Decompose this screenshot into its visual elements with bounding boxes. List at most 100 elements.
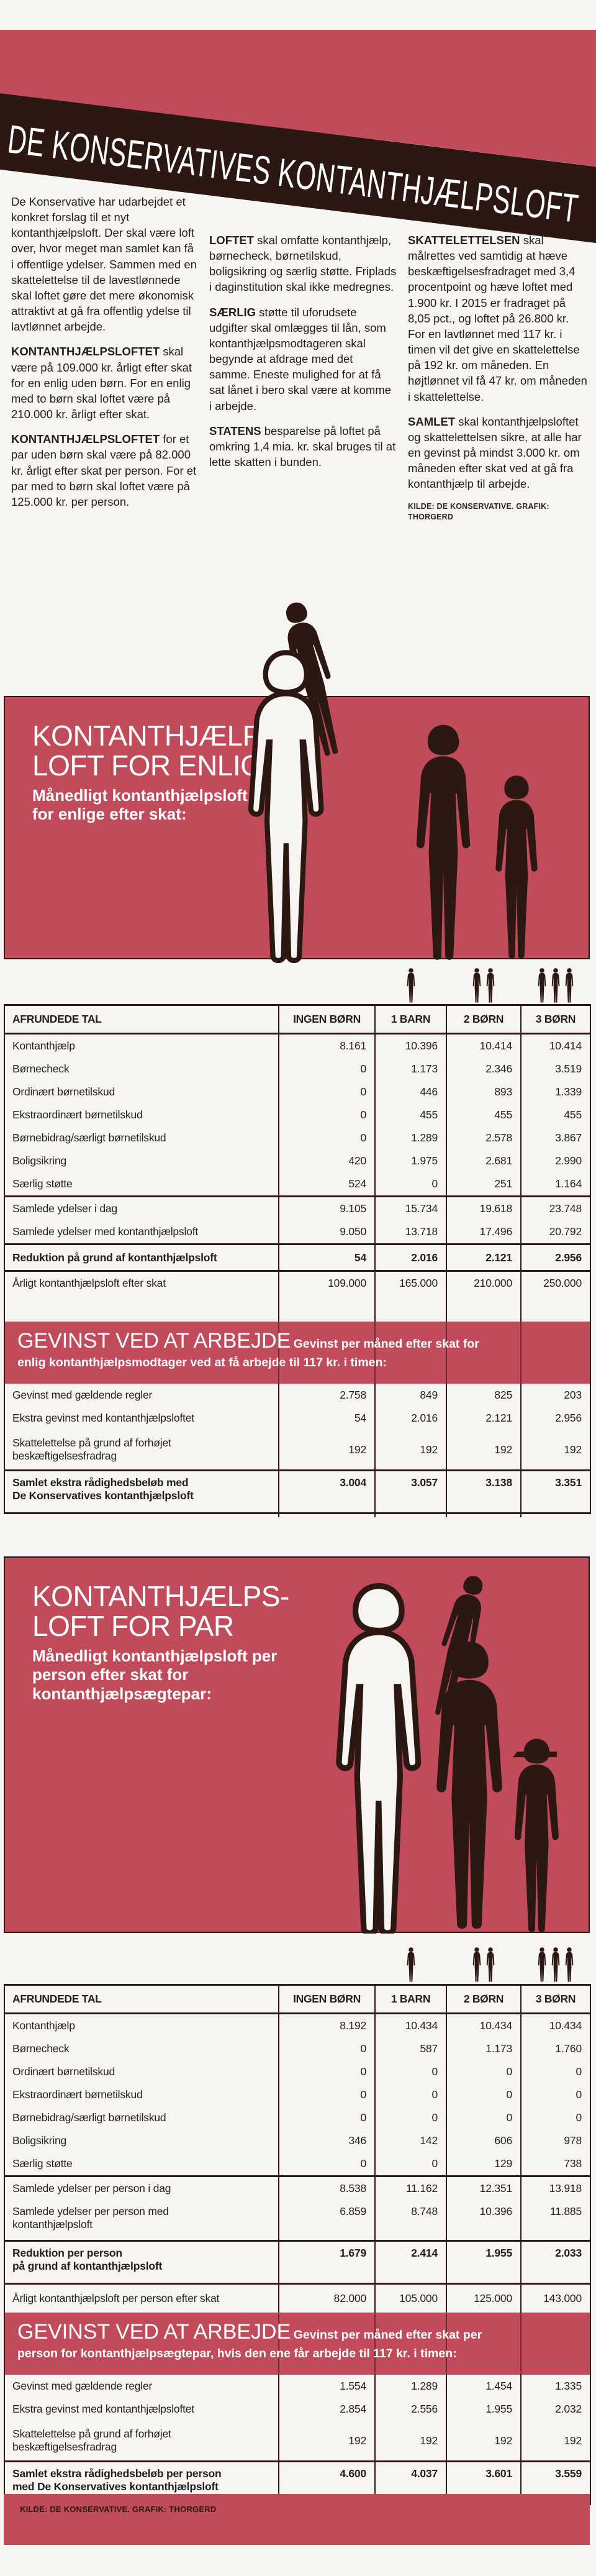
row-label: Gevinst med gældende regler: [12, 1389, 153, 1402]
gains-band-subtitle: Gevinst per måned efter skat per person …: [17, 2328, 482, 2360]
row-value: 3.867: [520, 1126, 590, 1149]
row-value: 2.016: [374, 1407, 446, 1430]
two-children-icon: [471, 968, 497, 1003]
row-value: 192: [446, 2421, 520, 2460]
row-value: 10.434: [446, 2014, 520, 2037]
table-row: Reduktion per person på grund af kontant…: [5, 2240, 590, 2288]
row-value: 105.000: [374, 2285, 446, 2313]
row-value: 82.000: [278, 2285, 374, 2313]
column-header: INGEN BØRN: [278, 1006, 374, 1033]
intro-column-3: SKATTELETTELSEN skal målrettes ved samti…: [408, 232, 589, 523]
row-value: 346: [278, 2129, 374, 2152]
row-value: 3.138: [446, 1471, 520, 1517]
row-value: 1.679: [278, 2242, 374, 2288]
row-value: 192: [374, 2421, 446, 2460]
row-label: Boligsikring: [12, 2134, 67, 2147]
row-label: Børnebidrag/særligt børnetilskud: [12, 1131, 166, 1144]
row-value: 192: [278, 2421, 374, 2460]
column-header: 2 BØRN: [446, 1006, 520, 1033]
children-count-icons: [4, 1946, 591, 1982]
row-value: 0: [520, 2106, 590, 2129]
gains-band-text: GEVINST VED AT ARBEJDE Gevinst per måned…: [17, 1328, 508, 1370]
table-row: Særlig støtte 0 0 129 738: [5, 2152, 590, 2175]
row-value: 1.173: [374, 1057, 446, 1080]
source-credit: KILDE: DE KONSERVATIVE. GRAFIK: THORGERD: [408, 501, 549, 521]
row-label: Årligt kontanthjælpsloft efter skat: [12, 1277, 166, 1289]
row-value: 8.748: [374, 2200, 446, 2245]
row-label: Ekstra gevinst med kontanthjælpsloftet: [12, 1412, 194, 1425]
row-label: Boligsikring: [12, 1154, 67, 1167]
row-value: 4.600: [278, 2462, 374, 2508]
row-value: 3.004: [278, 1471, 374, 1517]
column-header: 3 BØRN: [520, 1006, 590, 1033]
row-value: 143.000: [520, 2285, 590, 2313]
table-row: Gevinst med gældende regler 1.554 1.289 1.4…: [5, 2375, 590, 2398]
column-header: 1 BARN: [374, 1986, 446, 2012]
one-child-icon: [405, 1947, 417, 1982]
row-value: 2.854: [278, 2398, 374, 2421]
row-value: 2.016: [374, 1245, 446, 1270]
one-child-icon: [405, 968, 417, 1003]
row-value: 2.990: [520, 1149, 590, 1172]
table-row: Børnebidrag/særligt børnetilskud 0 0 0 0: [5, 2106, 590, 2129]
row-value: 8.538: [278, 2177, 374, 2200]
row-value: 10.396: [374, 1035, 446, 1057]
row-value: 203: [520, 1384, 590, 1407]
header-ribbon: [0, 90, 596, 249]
row-value: 192: [278, 1430, 374, 1469]
table-row: Skattelettelse på grund af forhøjet besk…: [5, 2421, 590, 2460]
row-value: 2.556: [374, 2398, 446, 2421]
gains-band-subtitle: Gevinst per måned efter skat for enlig k…: [17, 1337, 479, 1369]
row-value: 1.173: [446, 2037, 520, 2060]
row-value: 3.519: [520, 1057, 590, 1080]
row-label: Årligt kontanthjælpsloft per person efte…: [12, 2292, 220, 2305]
section-title: KONTANTHJÆLPS- LOFT FOR ENLIGE: [32, 719, 289, 782]
column-header: AFRUNDEDE TAL: [12, 1993, 102, 2005]
row-label: Ordinært børnetilskud: [12, 2065, 115, 2078]
row-value: 0: [374, 2106, 446, 2129]
row-label: Skattelettelse på grund af forhøjet besk…: [12, 2428, 171, 2453]
row-label: Børnecheck: [12, 2042, 70, 2055]
row-value: 2.578: [446, 1126, 520, 1149]
row-value: 11.885: [520, 2200, 590, 2245]
row-value: 125.000: [446, 2285, 520, 2313]
table-row: Skattelettelse på grund af forhøjet besk…: [5, 1430, 590, 1469]
row-value: 0: [446, 2106, 520, 2129]
table-row: Børnecheck 0 587 1.173 1.760: [5, 2037, 590, 2060]
row-value: 446: [374, 1080, 446, 1103]
row-value: 10.396: [446, 2200, 520, 2245]
table-row: Kontanthjælp 8.192 10.434 10.434 10.434: [5, 2014, 590, 2037]
row-value: 3.559: [520, 2462, 590, 2508]
row-label: Gevinst med gældende regler: [12, 2380, 153, 2393]
row-value: 192: [520, 2421, 590, 2460]
column-header: 1 BARN: [374, 1006, 446, 1033]
row-value: 0: [374, 1172, 446, 1195]
three-children-icon: [536, 968, 576, 1003]
row-value: 1.289: [374, 2375, 446, 2398]
table-row: Ordinært børnetilskud 0 0 0 0: [5, 2060, 590, 2083]
table-row: Kontanthjælp 8.161 10.396 10.414 10.414: [5, 1035, 590, 1057]
table-row: Reduktion på grund af kontanthjælpsloft 5…: [5, 1243, 590, 1270]
row-value: 12.351: [446, 2177, 520, 2200]
row-label: Reduktion per person på grund af kontant…: [12, 2247, 163, 2272]
row-value: 0: [446, 2060, 520, 2083]
row-value: 13.718: [374, 1220, 446, 1243]
two-children-icon: [471, 1947, 497, 1982]
row-value: 455: [374, 1103, 446, 1126]
row-value: 2.758: [278, 1384, 374, 1407]
row-value: 455: [446, 1103, 520, 1126]
row-label: Børnebidrag/særligt børnetilskud: [12, 2111, 166, 2124]
section-singles-box: KONTANTHJÆLPS- LOFT FOR ENLIGE Månedligt…: [4, 696, 590, 959]
column-header: 3 BØRN: [520, 1986, 590, 2012]
intro-paragraph: SAMLET skal kontanthjælpsloftet og skatt…: [408, 414, 582, 491]
row-value: 0: [278, 1126, 374, 1149]
benefits-table-couples: AFRUNDEDE TAL INGEN BØRN 1 BARN 2 BØRN 3 BØR…: [4, 1984, 591, 2508]
row-value: 1.164: [520, 1172, 590, 1195]
row-value: 978: [520, 2129, 590, 2152]
row-value: 54: [278, 1407, 374, 1430]
row-value: 1.289: [374, 1126, 446, 1149]
row-value: 0: [278, 1080, 374, 1103]
column-header: INGEN BØRN: [278, 1986, 374, 2012]
row-value: 0: [278, 1057, 374, 1080]
row-value: 587: [374, 2037, 446, 2060]
